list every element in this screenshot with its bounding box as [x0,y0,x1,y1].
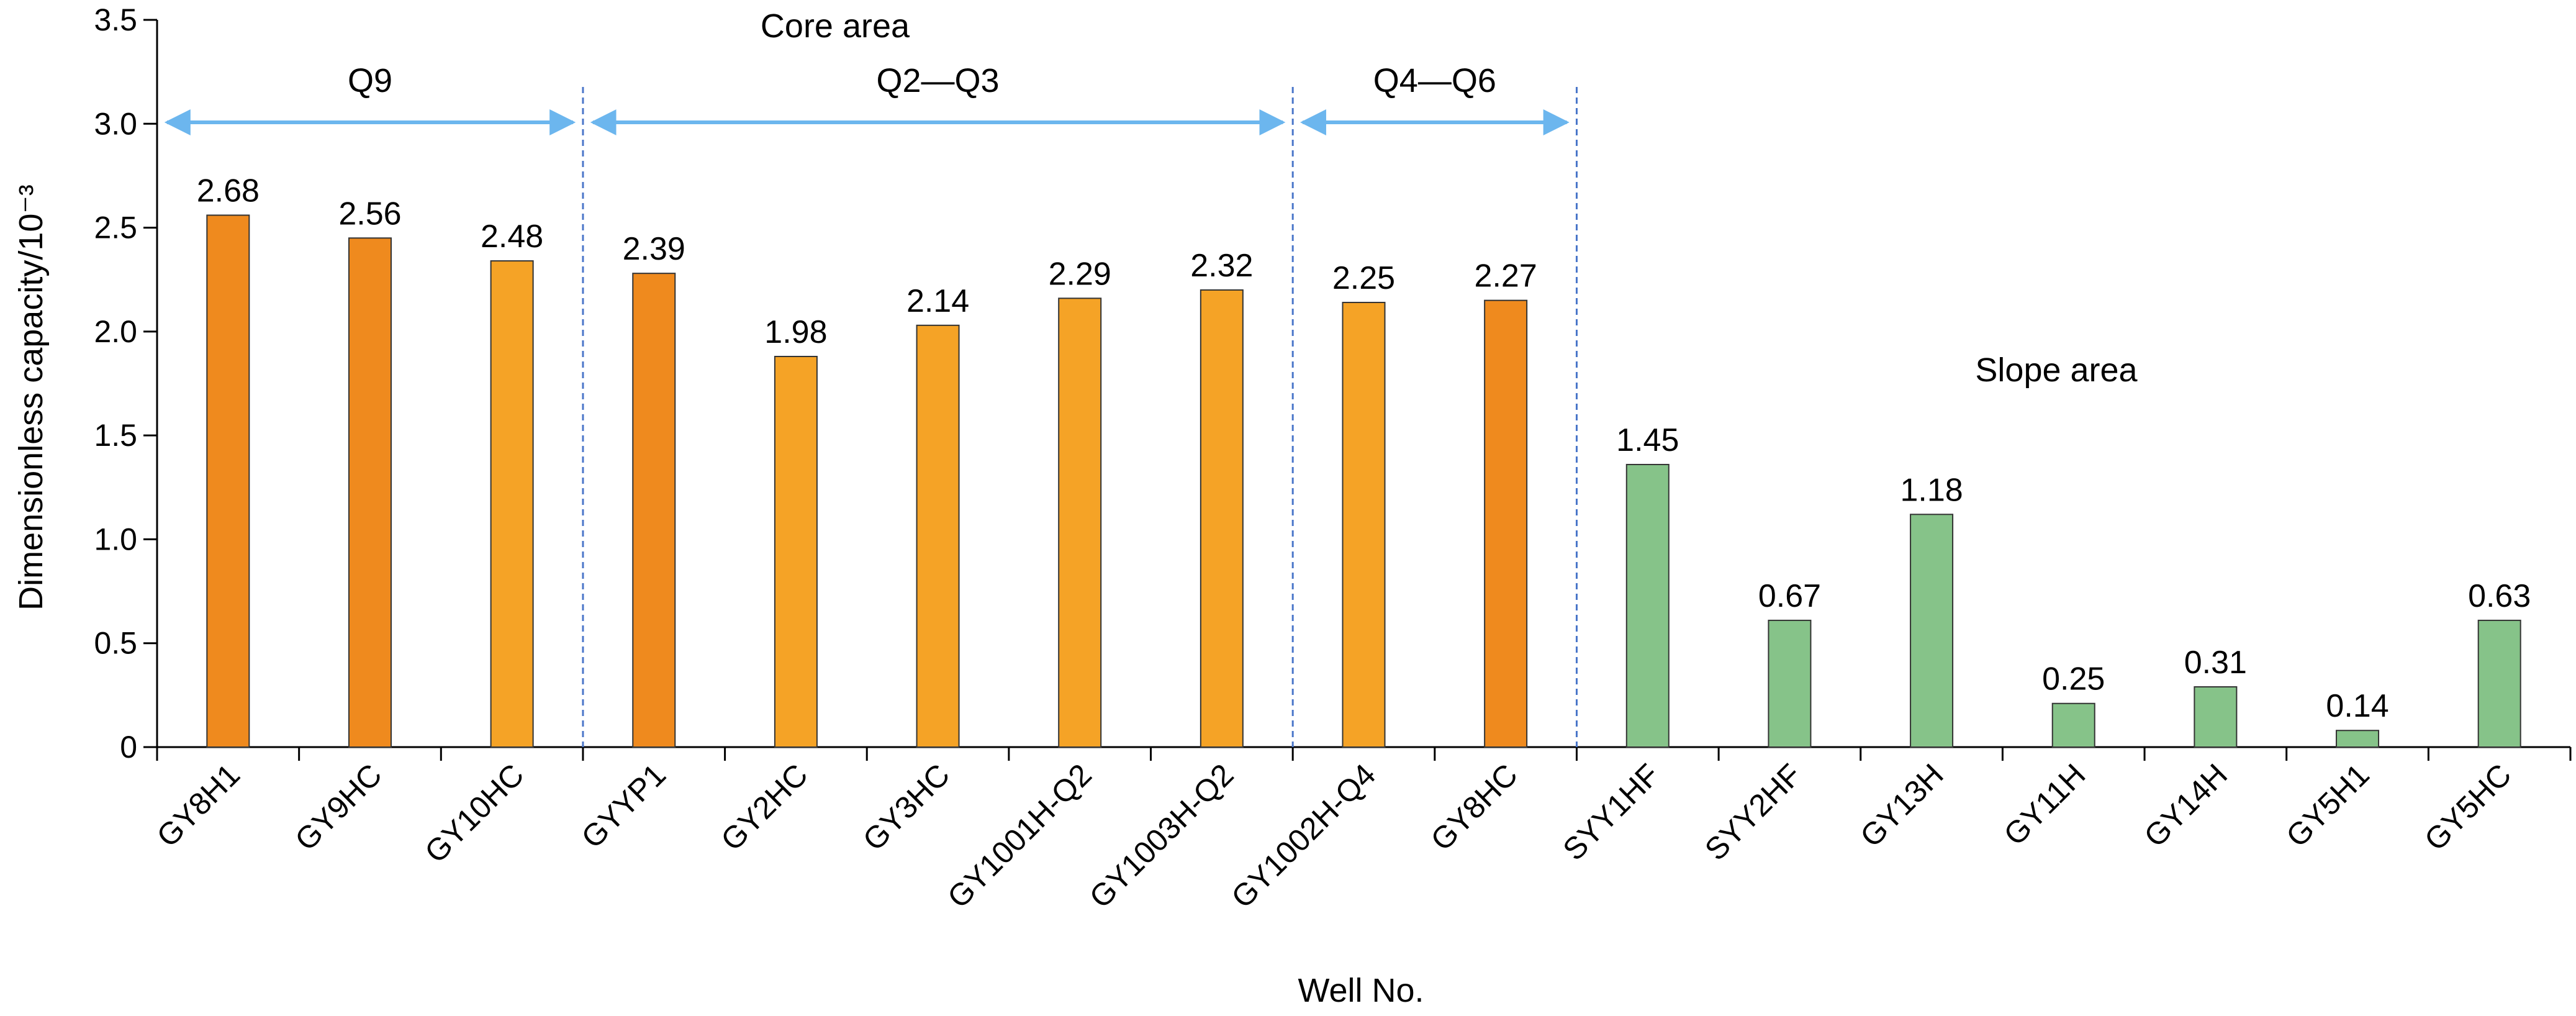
bar [774,356,818,748]
bar [1484,299,1528,748]
x-tick-label: GY10HC [418,757,530,869]
bar [206,214,250,748]
x-tick-label: GY9HC [288,757,388,857]
data-label: 0.63 [2468,578,2531,614]
data-label: 1.18 [1900,472,1963,508]
slope-area-label: Slope area [1975,352,2138,389]
plot-area: 0 0.5 1.0 1.5 2.0 2.5 3.0 3.5 2.68 GY8H1 2.56 GY9HC… [94,2,2572,915]
y-tick-label: 3.0 [94,106,137,141]
data-label: 2.48 [481,219,543,255]
data-label: 0.67 [1758,578,1821,614]
x-tick-label: GY1001H-Q2 [941,757,1098,915]
data-label: 0.14 [2326,688,2388,724]
y-tick-label: 3.5 [94,2,137,37]
bar [2051,702,2095,748]
y-tick-label: 2.5 [94,211,137,245]
data-label: 2.56 [338,196,401,232]
group-label: Q9 [348,62,392,99]
group-label: Q4—Q6 [1373,62,1496,99]
data-label: 0.25 [2042,661,2105,697]
x-tick-label: GY8HC [1424,757,1524,857]
y-tick-label: 0 [120,730,137,764]
bar [490,260,534,748]
y-tick-label: 1.0 [94,522,137,556]
y-axis-title: Dimensionless capacity/10⁻³ [12,184,50,610]
bar [348,237,392,748]
x-tick-label: GYYP1 [575,757,673,855]
x-tick-label: GY5H1 [2279,757,2376,854]
bar [1342,302,1386,748]
bar [1058,297,1102,748]
x-tick-label: SYY1HF [1556,757,1666,867]
bar [1625,463,1670,748]
data-label: 1.45 [1616,422,1679,458]
x-tick-label: GY1003H-Q2 [1083,757,1241,915]
y-tick-label: 1.5 [94,418,137,453]
data-label: 2.27 [1475,258,1537,294]
bar [632,273,676,748]
data-label: 2.14 [906,283,969,319]
bar [2194,686,2238,748]
x-tick-label: GY8H1 [150,757,247,854]
x-tick-label: GY2HC [714,757,814,857]
data-label: 2.29 [1049,256,1111,292]
data-label: 2.39 [623,231,685,267]
bar [916,324,960,748]
x-tick-label: GY11H [1997,757,2092,852]
y-tick-label: 0.5 [94,626,137,661]
data-label: 2.25 [1332,260,1395,296]
bar [1200,289,1244,748]
y-tick-label: 2.0 [94,314,137,349]
data-label: 2.32 [1190,248,1253,284]
x-tick-label: GY1002H-Q4 [1224,757,1382,915]
x-tick-label: SYY2HF [1698,757,1808,867]
x-tick-label: GY5HC [2418,757,2518,857]
group-label: Q2—Q3 [877,62,1000,99]
x-axis-title: Well No. [1298,972,1424,1009]
core-area-label: Core area [761,7,910,45]
data-label: 0.31 [2184,645,2247,681]
bar [1768,619,1812,748]
x-tick-label: GY13H [1853,757,1950,854]
x-tick-label: GY14H [2138,757,2235,854]
bar [2477,619,2521,748]
data-label: 1.98 [764,314,827,350]
bar [1910,514,1954,748]
data-label: 2.68 [197,173,260,209]
x-tick-label: GY3HC [856,757,956,857]
bar [2336,730,2380,748]
